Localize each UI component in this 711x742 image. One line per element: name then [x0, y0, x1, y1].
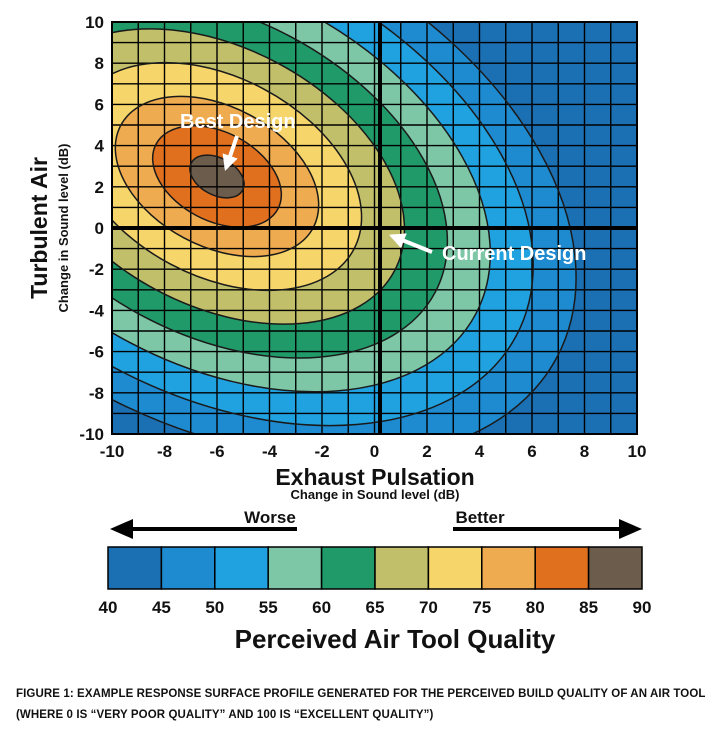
- better-label: Better: [455, 508, 505, 527]
- color-swatch-60: [320, 546, 376, 590]
- current-design-annotation: Current Design: [389, 233, 586, 265]
- x-axis-subtitle: Change in Sound level (dB): [290, 487, 459, 502]
- color-swatch-75: [481, 546, 536, 590]
- x-tick-label: 0: [370, 442, 379, 461]
- y-tick-label: 0: [95, 219, 104, 238]
- contour-line-55: [112, 22, 492, 393]
- y-axis-subtitle: Change in Sound level (dB): [56, 143, 71, 312]
- x-tick-label: -10: [100, 442, 125, 461]
- x-tick-label: -2: [314, 442, 329, 461]
- color-scale-tick-label: 40: [99, 598, 118, 617]
- color-scale-tick-label: 80: [526, 598, 545, 617]
- color-swatch-85: [587, 546, 643, 590]
- color-scale-tick-label: 85: [579, 598, 598, 617]
- contour-line-60: [112, 22, 449, 359]
- contour-line-50: [112, 22, 534, 427]
- color-scale-tick-label: 45: [152, 598, 171, 617]
- current-design-label: Current Design: [442, 243, 586, 265]
- y-axis-ticks: 10 8 6 4 2 0 -2 -4 -6 -8 -10: [79, 13, 104, 444]
- color-scale-tick-label: 90: [633, 598, 652, 617]
- color-scale-tick-label: 55: [259, 598, 278, 617]
- x-axis-ticks: -10 -8 -6 -4 -2 0 2 4 6 8 10: [100, 442, 647, 461]
- best-design-annotation: Best Design: [180, 111, 296, 172]
- color-scale-tick-label: 70: [419, 598, 438, 617]
- best-design-label: Best Design: [180, 111, 296, 133]
- y-tick-label: -6: [89, 343, 104, 362]
- color-scale-tick-label: 50: [205, 598, 224, 617]
- y-tick-label: -8: [89, 384, 104, 403]
- direction-arrows: Worse Better: [110, 508, 642, 539]
- x-tick-label: 10: [628, 442, 647, 461]
- contour-line-65: [112, 28, 406, 325]
- y-tick-label: -2: [89, 260, 104, 279]
- color-swatch-40: [107, 546, 163, 590]
- worse-arrow-head: [110, 519, 133, 539]
- y-tick-label: 8: [95, 54, 104, 73]
- color-scale-tick-label: 65: [366, 598, 385, 617]
- color-scale-title: Perceived Air Tool Quality: [235, 624, 556, 654]
- y-tick-label: 2: [95, 178, 104, 197]
- x-tick-label: 4: [475, 442, 485, 461]
- color-swatch-70: [427, 546, 483, 590]
- y-tick-label: 4: [95, 137, 105, 156]
- contour-line-45: [112, 22, 577, 434]
- y-axis-title: Turbulent Air: [26, 157, 52, 299]
- color-swatch-45: [160, 546, 216, 590]
- x-axis-title: Exhaust Pulsation: [275, 464, 474, 490]
- color-swatch-65: [374, 546, 430, 590]
- worse-label: Worse: [244, 508, 296, 527]
- y-tick-label: -4: [89, 301, 105, 320]
- x-tick-label: -6: [209, 442, 224, 461]
- x-tick-label: 6: [527, 442, 536, 461]
- color-swatch-80: [534, 546, 590, 590]
- plot-border: [111, 21, 638, 435]
- best-design-arrow: [222, 135, 239, 172]
- x-tick-label: -8: [157, 442, 172, 461]
- color-scale-bar: [107, 546, 643, 590]
- contour-plot: Best Design Current Design: [111, 21, 638, 435]
- current-design-arrow: [389, 233, 433, 254]
- contour-line-70: [112, 61, 363, 292]
- y-tick-label: 6: [95, 95, 104, 114]
- color-scale-tick-label: 75: [472, 598, 491, 617]
- color-swatch-50: [214, 546, 269, 590]
- y-tick-label: -10: [79, 425, 104, 444]
- color-scale-ticks: 40 45 50 55 60 65 70 75 80 85 90: [99, 598, 652, 617]
- better-arrow-head: [619, 519, 642, 539]
- figure-caption: FIGURE 1: EXAMPLE RESPONSE SURFACE PROFI…: [16, 688, 706, 721]
- color-swatch-55: [267, 546, 323, 590]
- x-tick-label: 8: [580, 442, 589, 461]
- x-tick-label: 2: [422, 442, 431, 461]
- y-tick-label: 10: [85, 13, 104, 32]
- x-tick-label: -4: [262, 442, 278, 461]
- color-scale-tick-label: 60: [312, 598, 331, 617]
